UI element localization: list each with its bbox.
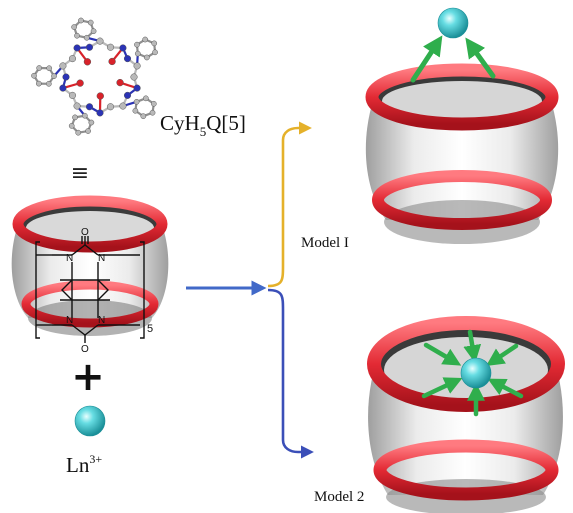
svg-text:O: O [81,227,89,238]
svg-text:N: N [98,253,105,264]
branch-line-model1 [267,121,312,288]
branch-line-model2 [267,288,314,459]
crystal-atom [150,100,157,107]
model1-coordination-arrows [410,35,496,83]
crystal-atom [31,72,37,79]
crystal-atom [35,80,42,87]
svg-text:O: O [81,344,89,355]
crystal-atom [90,28,97,35]
macrocycle-barrel [11,195,169,336]
crystal-structure [31,17,158,136]
crystal-atom [85,103,94,111]
crystal-atom [71,24,77,30]
model2-label: Model 2 [314,489,364,505]
crystal-atom [72,114,78,121]
crystal-atom [119,44,127,52]
crystal-atom [134,41,140,48]
crystal-atom [132,107,139,114]
plus-sign: + [71,354,105,400]
crystal-atom [134,50,141,57]
crystal-atom [130,73,138,81]
crystal-atom [75,129,82,136]
crystal-atom [87,19,94,26]
crystal-atom [83,34,90,41]
macrocycle-label: CyH5Q[5] [160,111,246,139]
crystal-atom [88,119,95,126]
crystal-atom [59,62,67,70]
svg-text:N: N [98,315,105,326]
model2-ion [460,357,492,389]
crystal-atom [83,58,92,66]
model1-ion [437,7,469,39]
crystal-atom [36,65,43,71]
crystal-atom [59,84,67,92]
crystal-atom [152,49,158,56]
crystal-atom [140,113,147,120]
crystal-atom [151,40,158,47]
crystal-atom [73,102,81,110]
crystal-atom [108,57,116,66]
crystal-atom [119,102,127,110]
ion-label: Ln3+ [66,452,102,477]
crystal-atom [133,84,141,92]
model1-label: Model I [301,235,349,251]
crystal-atom [73,44,81,52]
crystal-atom [142,95,149,102]
model1-barrel [365,63,559,244]
crystal-atom [45,80,52,87]
crystal-atom [62,73,70,81]
svg-text:N: N [66,315,73,326]
crystal-atom [149,109,156,116]
equivalence-symbol: ≡ [71,161,89,186]
crystal-atom [96,37,104,45]
crystal-atom [116,78,124,87]
crystal-atom [123,55,132,63]
crystal-atom [106,43,115,51]
crystal-atom [133,62,141,70]
crystal-atom [51,73,57,79]
crystal-atom [76,79,84,87]
crystal-atom [85,128,91,134]
model2-coordination-arrows [421,329,524,417]
crystal-atom [96,109,104,117]
crystal-atom [143,54,150,61]
crystal-atom [142,36,149,43]
crystal-atom [133,98,140,105]
glycoluril-unit: O N N N N O 5 [35,227,153,355]
crystal-atom [74,32,80,39]
lanthanide-ion [74,405,106,437]
model2-barrel [367,316,565,513]
crystal-atom [96,92,104,100]
crystal-atom [78,17,84,24]
crystal-atom [106,103,115,111]
crystal-atom [81,112,88,119]
crystal-atom [68,123,75,129]
crystal-atom [46,65,53,72]
crystal-atom [68,55,77,63]
svg-text:N: N [66,253,73,264]
crystal-atom [68,91,77,99]
crystal-atom [123,91,132,99]
repeat-n-label: 5 [147,323,153,335]
crystal-atom [85,43,94,51]
